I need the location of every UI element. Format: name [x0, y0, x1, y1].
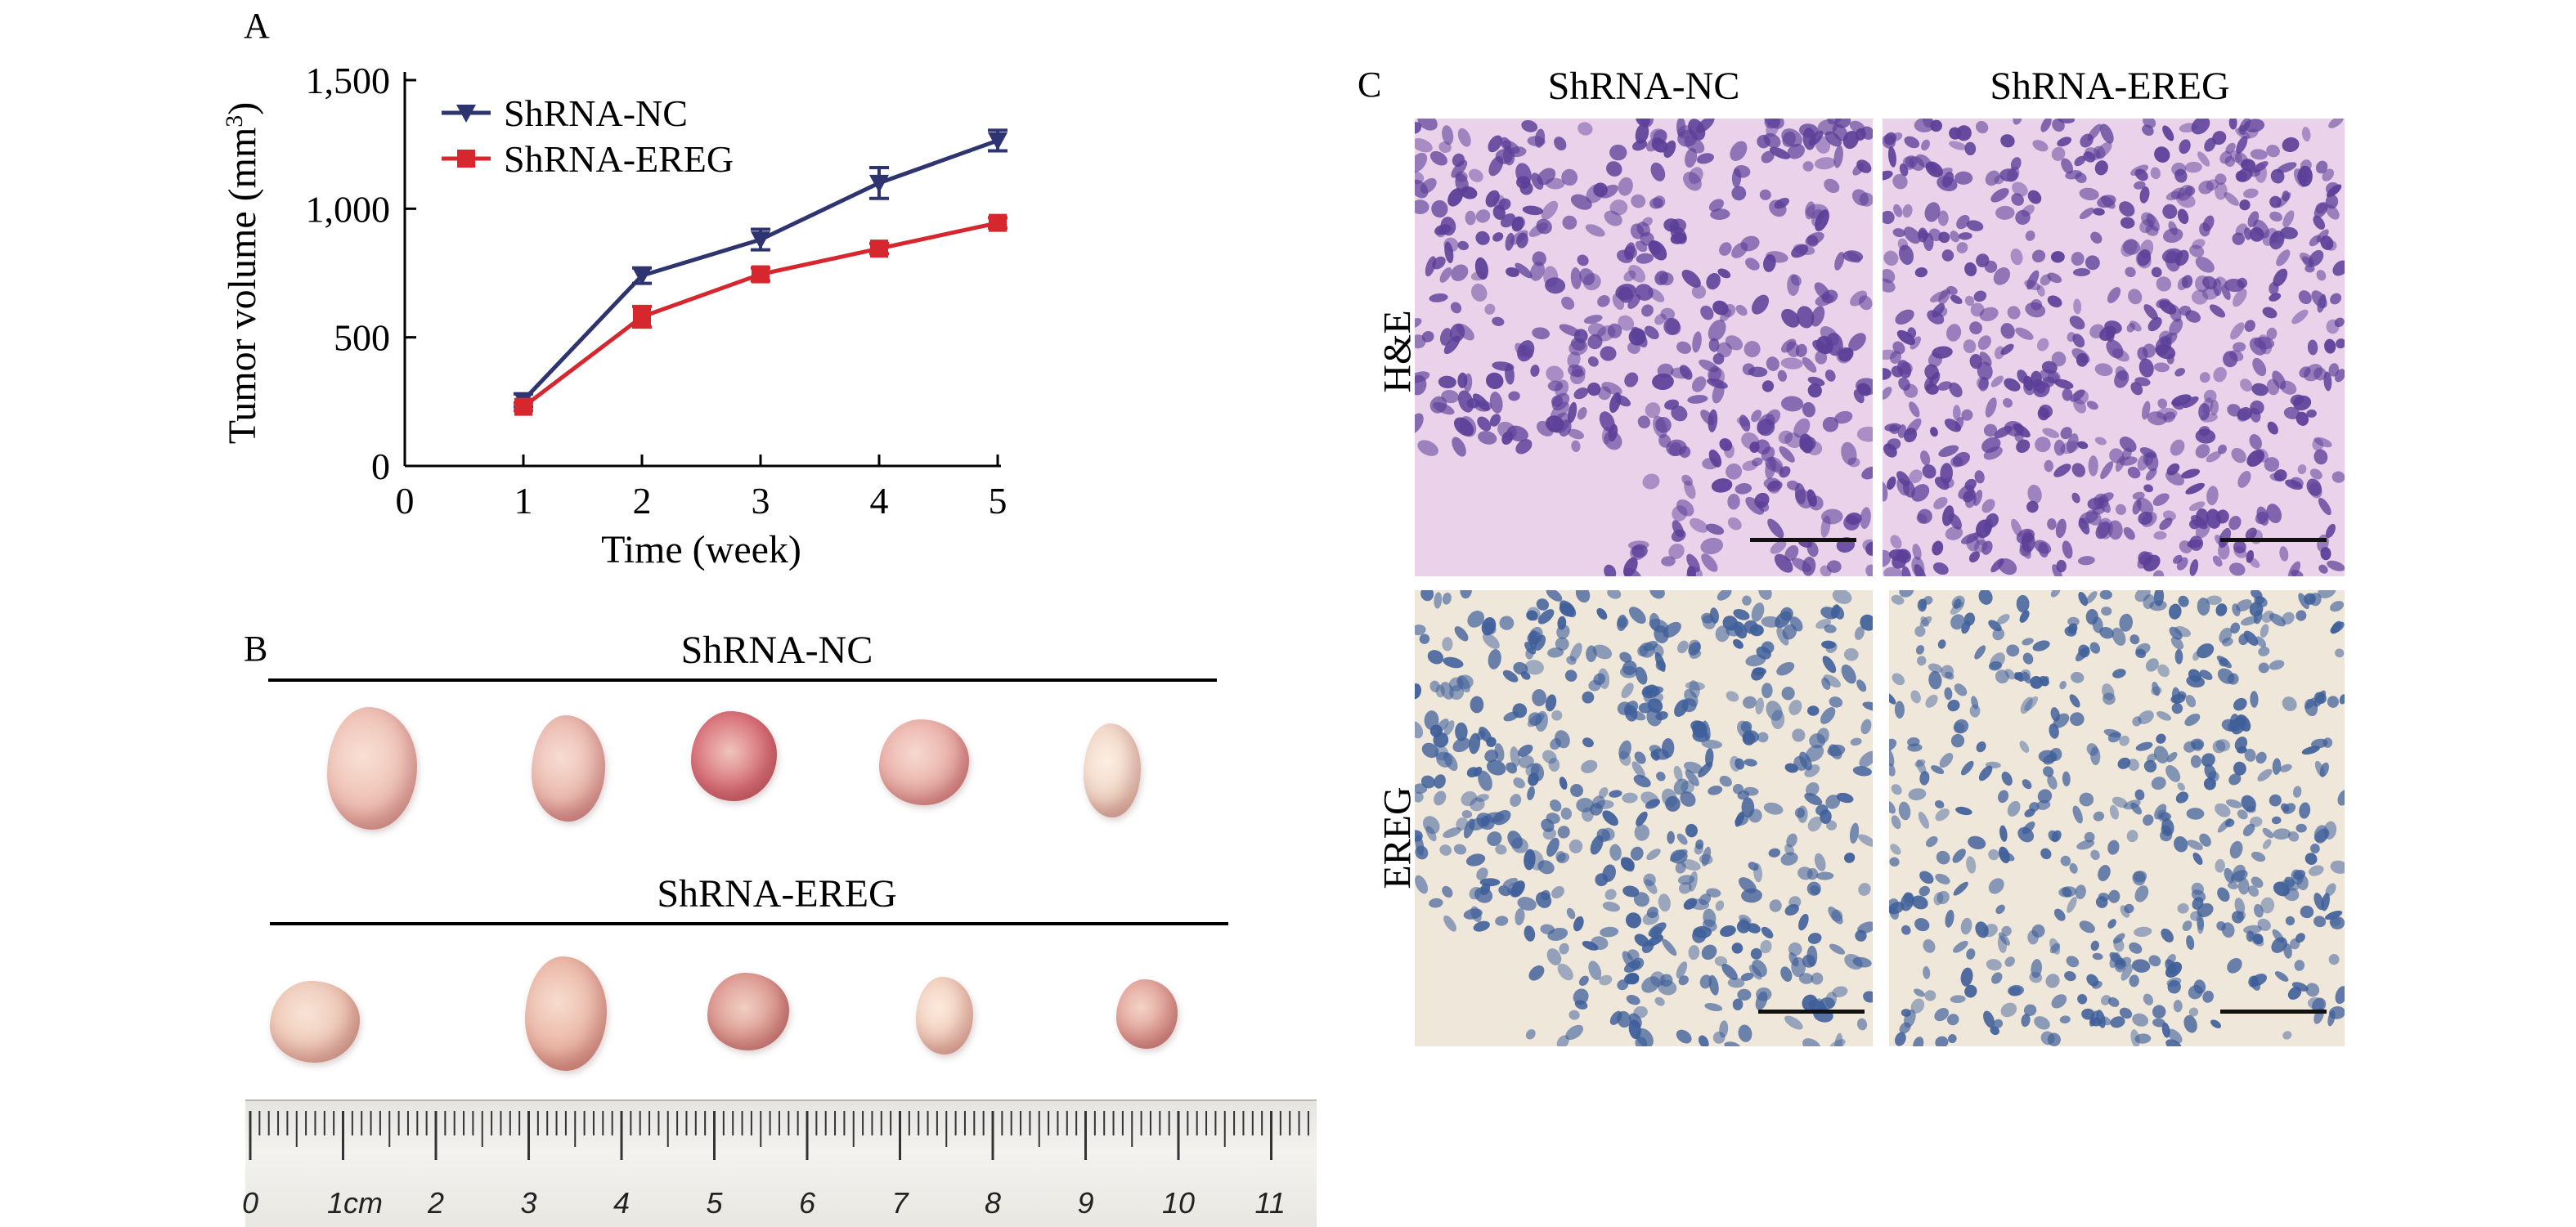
micrograph-texture — [1415, 119, 1873, 576]
ruler-number: 0 — [242, 1186, 259, 1220]
he-stain-shrna-ereg — [1883, 119, 2345, 576]
x-tick-label: 3 — [752, 480, 770, 522]
ruler-number: 3 — [520, 1186, 537, 1220]
ruler-number: 8 — [985, 1186, 1002, 1220]
legend-marker — [457, 150, 475, 168]
legend-label: ShRNA-NC — [504, 92, 688, 134]
tumor-row-ereg — [270, 940, 1227, 1079]
tumor-specimen — [916, 977, 973, 1055]
tumor-specimen — [707, 973, 789, 1050]
tumor-specimen — [525, 956, 607, 1071]
x-tick-label: 2 — [633, 480, 652, 522]
legend-marker — [456, 105, 476, 123]
ruler-number: 2 — [428, 1186, 445, 1220]
row-label-ereg-text: EREG — [1376, 786, 1420, 889]
ruler-number: 5 — [706, 1186, 723, 1220]
data-point — [752, 265, 770, 284]
ruler-number: 4 — [613, 1186, 631, 1220]
column-title-shrna-ereg: ShRNA-EREG — [1990, 65, 2230, 108]
scale-bar — [2220, 538, 2327, 542]
tumor-row-nc — [270, 695, 1218, 842]
tumor-specimen — [532, 715, 605, 822]
panel-b-letter: B — [244, 629, 268, 669]
x-tick-label: 1 — [514, 480, 533, 522]
y-tick-label: 0 — [371, 446, 390, 487]
data-point — [514, 397, 532, 416]
ruler-number: 7 — [891, 1186, 909, 1220]
y-axis-title: Tumor volume (mm3) — [221, 102, 265, 445]
ruler-ticks — [249, 1111, 1309, 1160]
data-point — [869, 174, 889, 193]
ruler-unit-label: 1cm — [327, 1186, 384, 1220]
tumor-specimen — [327, 707, 417, 830]
group-title-shrna-nc: ShRNA-NC — [680, 629, 873, 672]
data-point — [988, 132, 1008, 150]
tumor-volume-chart: 0 500 1,000 1,500 0 1 2 3 4 5 Time (week) Tumor vol… — [221, 60, 1008, 571]
he-stain-shrna-nc — [1415, 119, 1873, 576]
group-divider-ereg — [270, 922, 1228, 925]
legend-label: ShRNA-EREG — [504, 138, 734, 180]
ruler-number: 10 — [1162, 1186, 1196, 1220]
row-label-he-text: H&E — [1376, 310, 1420, 393]
data-point — [989, 213, 1007, 232]
ruler: 1cm 0 2 3 4 5 6 7 8 9 10 11 — [242, 1099, 1317, 1227]
ereg-ihc-shrna-nc — [1415, 590, 1873, 1046]
data-point — [632, 267, 652, 286]
tumor-specimen — [270, 981, 360, 1063]
data-point — [870, 240, 888, 258]
scale-bar — [2220, 1010, 2327, 1014]
column-title-shrna-nc: ShRNA-NC — [1547, 65, 1740, 108]
tumor-specimen — [691, 711, 777, 801]
x-tick-label: 4 — [870, 480, 889, 522]
x-tick-label: 0 — [396, 480, 415, 522]
micrograph-texture — [1415, 590, 1873, 1046]
scale-bar — [1758, 1010, 1865, 1014]
micrograph-texture — [1889, 590, 2345, 1046]
tumor-specimen — [1116, 979, 1178, 1049]
ereg-ihc-shrna-ereg — [1889, 590, 2345, 1046]
tumor-specimen — [1084, 723, 1141, 817]
y-tick-label: 1,500 — [306, 60, 391, 101]
x-tick-label: 5 — [989, 480, 1008, 522]
panel-a-letter: A — [244, 6, 270, 46]
ruler-number: 9 — [1077, 1186, 1094, 1220]
panel-c-letter: C — [1358, 65, 1382, 105]
ruler-number: 6 — [799, 1186, 816, 1220]
scale-bar — [1750, 538, 1856, 542]
ruler-number: 11 — [1254, 1186, 1286, 1220]
data-point — [633, 307, 651, 326]
micrograph-texture — [1883, 119, 2345, 576]
group-divider-nc — [268, 678, 1217, 682]
y-tick-label: 1,000 — [306, 188, 391, 230]
data-point — [751, 231, 770, 250]
x-axis-title: Time (week) — [601, 528, 801, 571]
group-title-shrna-ereg: ShRNA-EREG — [657, 872, 897, 916]
tumor-specimen — [879, 719, 969, 805]
y-tick-label: 500 — [334, 317, 390, 359]
